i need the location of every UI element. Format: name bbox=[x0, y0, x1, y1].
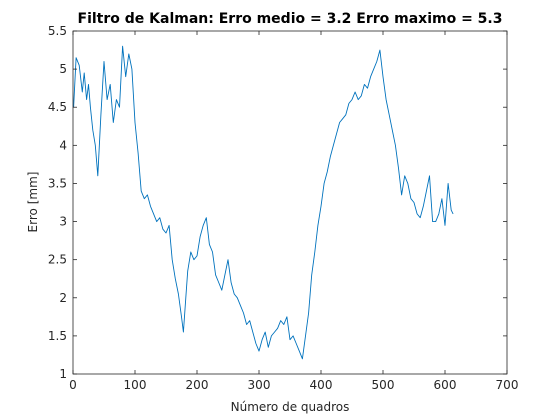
y-tick-label: 2 bbox=[59, 291, 67, 305]
y-tick-label: 1.5 bbox=[48, 329, 67, 343]
x-tick-label: 400 bbox=[310, 378, 333, 392]
y-tick-label: 1 bbox=[59, 367, 67, 381]
x-tick-label: 500 bbox=[372, 378, 395, 392]
series-layer bbox=[73, 45, 454, 360]
y-tick-label: 4.5 bbox=[48, 100, 67, 114]
x-tick-label: 600 bbox=[434, 378, 457, 392]
x-tick-label: 200 bbox=[186, 378, 209, 392]
y-tick-label: 3.5 bbox=[48, 176, 67, 190]
x-axis-label: Número de quadros bbox=[231, 400, 350, 414]
x-tick-label: 300 bbox=[248, 378, 271, 392]
chart-title: Filtro de Kalman: Erro medio = 3.2 Erro … bbox=[78, 11, 503, 27]
y-tick-label: 5 bbox=[59, 62, 67, 76]
plot-area bbox=[73, 31, 507, 374]
error-series-line bbox=[73, 45, 454, 360]
y-axis-ticks: 1 1.5 2 2.5 3 3.5 4 4.5 5 5.5 bbox=[48, 24, 507, 381]
y-tick-label: 2.5 bbox=[48, 253, 67, 267]
y-axis-label: Erro [mm] bbox=[26, 172, 40, 233]
x-tick-label: 100 bbox=[124, 378, 147, 392]
axes-box bbox=[72, 30, 508, 375]
x-tick-label: 700 bbox=[496, 378, 519, 392]
y-tick-label: 4 bbox=[59, 138, 67, 152]
y-tick-label: 5.5 bbox=[48, 24, 67, 38]
x-tick-label: 0 bbox=[69, 378, 77, 392]
y-tick-label: 3 bbox=[59, 215, 67, 229]
x-axis-ticks: 0 100 200 300 400 500 600 700 bbox=[69, 31, 518, 392]
